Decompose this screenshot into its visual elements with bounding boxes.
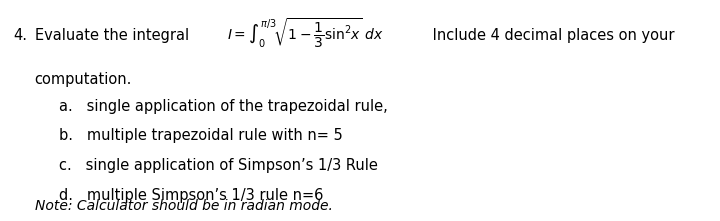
Text: c.   single application of Simpson’s 1/3 Rule: c. single application of Simpson’s 1/3 R… (59, 158, 378, 173)
Text: $I = \int_0^{\pi/3}\!\sqrt{1-\dfrac{1}{3}\sin^2\!x}\;dx$: $I = \int_0^{\pi/3}\!\sqrt{1-\dfrac{1}{3… (227, 17, 384, 50)
Text: Evaluate the integral: Evaluate the integral (35, 28, 193, 43)
Text: d.   multiple Simpson’s 1/3 rule n=6: d. multiple Simpson’s 1/3 rule n=6 (59, 188, 323, 203)
Text: 4.: 4. (13, 28, 27, 43)
Text: computation.: computation. (35, 72, 132, 87)
Text: Note: Calculator should be in radian mode.: Note: Calculator should be in radian mod… (35, 199, 333, 213)
Text: b.   multiple trapezoidal rule with n= 5: b. multiple trapezoidal rule with n= 5 (59, 128, 343, 143)
Text: a.   single application of the trapezoidal rule,: a. single application of the trapezoidal… (59, 99, 388, 114)
Text: Include 4 decimal places on your: Include 4 decimal places on your (428, 28, 675, 43)
